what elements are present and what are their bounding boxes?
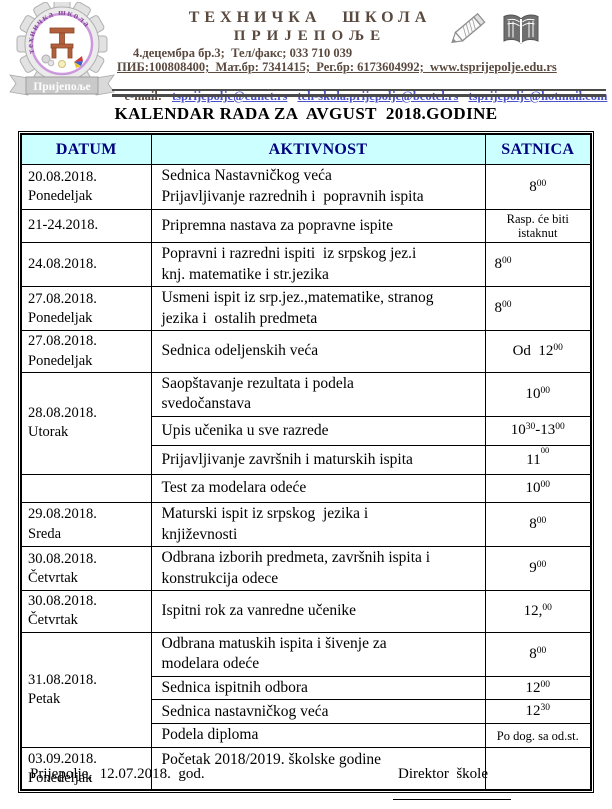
header-icons bbox=[446, 6, 556, 54]
table-row: 29.08.2018. Sreda Maturski ispit iz srpsko… bbox=[20, 501, 592, 548]
table-row: Sednica ispitnih odbora 1200 bbox=[21, 675, 592, 701]
table-row: Podela diploma Po dog. sa od.st. bbox=[21, 723, 592, 749]
table-row: 03.09.2018. Ponedeljak Početak 2018/2019. … bbox=[20, 747, 592, 791]
table-row: 24.08.2018. Popravni i razredni ispiti iz… bbox=[20, 241, 592, 288]
registry-line: ПИБ:100808400; Мат.бр: 7341415; Рег.бр: … bbox=[117, 60, 557, 74]
table-row: 30.08.2018. Četvrtak Ispitni rok za vanred… bbox=[20, 590, 592, 633]
table-row: 27.08.2018. Ponedeljak Sednica odeljenskih… bbox=[20, 330, 592, 373]
activity-cell: Usmeni ispit iz srp.jez.,matematike, str… bbox=[150, 286, 486, 332]
open-book-icon bbox=[503, 14, 539, 44]
activity-cell: Maturski ispit iz srpskog jezika i knjiže… bbox=[150, 501, 486, 548]
date-cell: 27.08.2018. Ponedeljak bbox=[20, 286, 152, 332]
table-symbol-icon bbox=[49, 27, 75, 59]
small-gear-icon bbox=[47, 59, 55, 67]
satnica-cell: 1230 bbox=[484, 699, 592, 725]
date-cell: 31.08.2018. Petak bbox=[20, 631, 152, 749]
satnica-cell: 1200 bbox=[484, 675, 592, 701]
bulb-icon bbox=[58, 60, 66, 68]
activity-cell: Odbrana matuskih ispita i šivenje za mode… bbox=[150, 631, 486, 677]
table-row: Test za modelara odeće 1000 bbox=[20, 473, 592, 503]
table-row: Prijavljivanje završnih i maturskih ispi… bbox=[21, 444, 592, 475]
satnica-cell: 800 bbox=[484, 501, 592, 548]
satnica-cell: 12,00 bbox=[484, 590, 592, 633]
activity-cell: Saopštavanje rezultata i podela svedočans… bbox=[150, 371, 486, 417]
logo-banner-text: Пријепоље bbox=[33, 81, 90, 93]
date-cell: 30.08.2018. Četvrtak bbox=[20, 590, 152, 633]
table-row: 30.08.2018. Četvrtak Odbrana izborih predm… bbox=[20, 546, 592, 592]
satnica-cell: 800 bbox=[484, 241, 592, 288]
satnica-cell: 1100 bbox=[484, 444, 592, 475]
table-row: 27.08.2018. Ponedeljak Usmeni ispit iz srp… bbox=[20, 286, 592, 332]
satnica-cell: 1030-1300 bbox=[484, 415, 592, 446]
satnica-cell: 800 bbox=[484, 631, 592, 677]
activity-cell: Pripremna nastava za popravne ispite bbox=[150, 209, 486, 243]
logo-banner: Пријепоље bbox=[9, 74, 115, 96]
date-cell bbox=[20, 473, 152, 503]
activity-cell: Popravni i razredni ispiti iz srpskog je… bbox=[150, 241, 486, 288]
activity-cell: Odbrana izborih predmeta, završnih ispit… bbox=[150, 546, 486, 592]
school-name: ТЕХНИЧКА ШКОЛА bbox=[188, 9, 432, 26]
date-cell: 03.09.2018. Ponedeljak bbox=[20, 747, 152, 791]
satnica-cell: 800 bbox=[484, 286, 592, 332]
calendar-table: DATUM AKTIVNOST SATNICA 20.08.2018. Poned… bbox=[20, 133, 592, 792]
date-cell: 24.08.2018. bbox=[20, 241, 152, 288]
signature-line bbox=[393, 799, 511, 800]
satnica-cell: 900 bbox=[484, 546, 592, 592]
activity-cell: Prijavljivanje završnih i maturskih ispi… bbox=[150, 444, 486, 475]
activity-cell: Test za modelara odeće bbox=[150, 473, 486, 503]
satnica-cell bbox=[484, 747, 592, 791]
activity-cell: Ispitni rok za vanredne učenike bbox=[150, 590, 486, 633]
pencil-icon bbox=[451, 12, 486, 44]
date-cell: 30.08.2018. Četvrtak bbox=[20, 546, 152, 592]
place-date: Prijepolje, 12.07.2018. god. bbox=[30, 766, 205, 782]
satnica-cell: 1000 bbox=[484, 473, 592, 503]
activity-cell: Sednica Nastavničkog veća Prijavljivanje … bbox=[150, 164, 486, 210]
header-divider bbox=[112, 89, 606, 97]
table-row: Sednica nastavničkog veća 1230 bbox=[21, 699, 592, 725]
school-logo-graphic: техничка школа bbox=[9, 0, 115, 96]
date-cell: 27.08.2018. Ponedeljak bbox=[20, 330, 152, 373]
date-cell: 21-24.2018. bbox=[20, 209, 152, 243]
table-row: 21-24.2018. Pripremna nastava za popravne… bbox=[20, 209, 592, 243]
activity-cell: Upis učenika u sve razrede bbox=[150, 415, 486, 446]
date-cell: 20.08.2018. Ponedeljak bbox=[20, 164, 152, 210]
calendar-table-wrap: DATUM AKTIVNOST SATNICA 20.08.2018. Poned… bbox=[18, 131, 594, 794]
activity-cell: Početak 2018/2019. školske godine bbox=[150, 747, 486, 791]
activity-cell: Sednica ispitnih odbora bbox=[150, 675, 486, 701]
activity-cell: Sednica nastavničkog veća bbox=[150, 699, 486, 725]
table-row: 31.08.2018. Petak Odbrana matuskih ispita … bbox=[20, 631, 592, 749]
date-cell: 29.08.2018. Sreda bbox=[20, 501, 152, 548]
table-header-row: DATUM AKTIVNOST SATNICA bbox=[20, 133, 592, 165]
satnica-cell: Po dog. sa od.st. bbox=[484, 723, 592, 749]
satnica-cell: Od 1200 bbox=[484, 330, 592, 373]
satnica-cell: 1000 bbox=[484, 371, 592, 417]
column-header-satnica: SATNICA bbox=[484, 133, 592, 165]
table-row: 20.08.2018. Ponedeljak Sednica Nastavničko… bbox=[20, 164, 592, 210]
small-gear-icon bbox=[41, 54, 51, 64]
date-cell: 28.08.2018. Utorak bbox=[20, 371, 152, 475]
column-header-aktivnost: AKTIVNOST bbox=[150, 133, 486, 165]
school-logo: техничка школа bbox=[6, 0, 118, 102]
color-fan-icon bbox=[74, 56, 83, 68]
activity-cell: Sednica odeljenskih veća bbox=[150, 330, 486, 373]
satnica-cell: 800 bbox=[484, 164, 592, 210]
satnica-cell: Rasp. će biti istaknut bbox=[484, 209, 592, 243]
address-line: 4.децембра бр.3; Тел/факс; 033 710 039 bbox=[133, 46, 353, 60]
table-row: Upis učenika u sve razrede 1030-1300 bbox=[21, 415, 592, 446]
page-title: KALENDAR RADA ZA AVGUST 2018.GODINE bbox=[114, 104, 498, 123]
school-city: ПРИЈЕПОЉЕ bbox=[233, 28, 387, 44]
activity-cell: Podela diploma bbox=[150, 723, 486, 749]
director-label: Direktor škole bbox=[398, 766, 488, 782]
table-row: 28.08.2018. Utorak Saopštavanje rezultata … bbox=[20, 371, 592, 475]
column-header-datum: DATUM bbox=[20, 133, 152, 165]
